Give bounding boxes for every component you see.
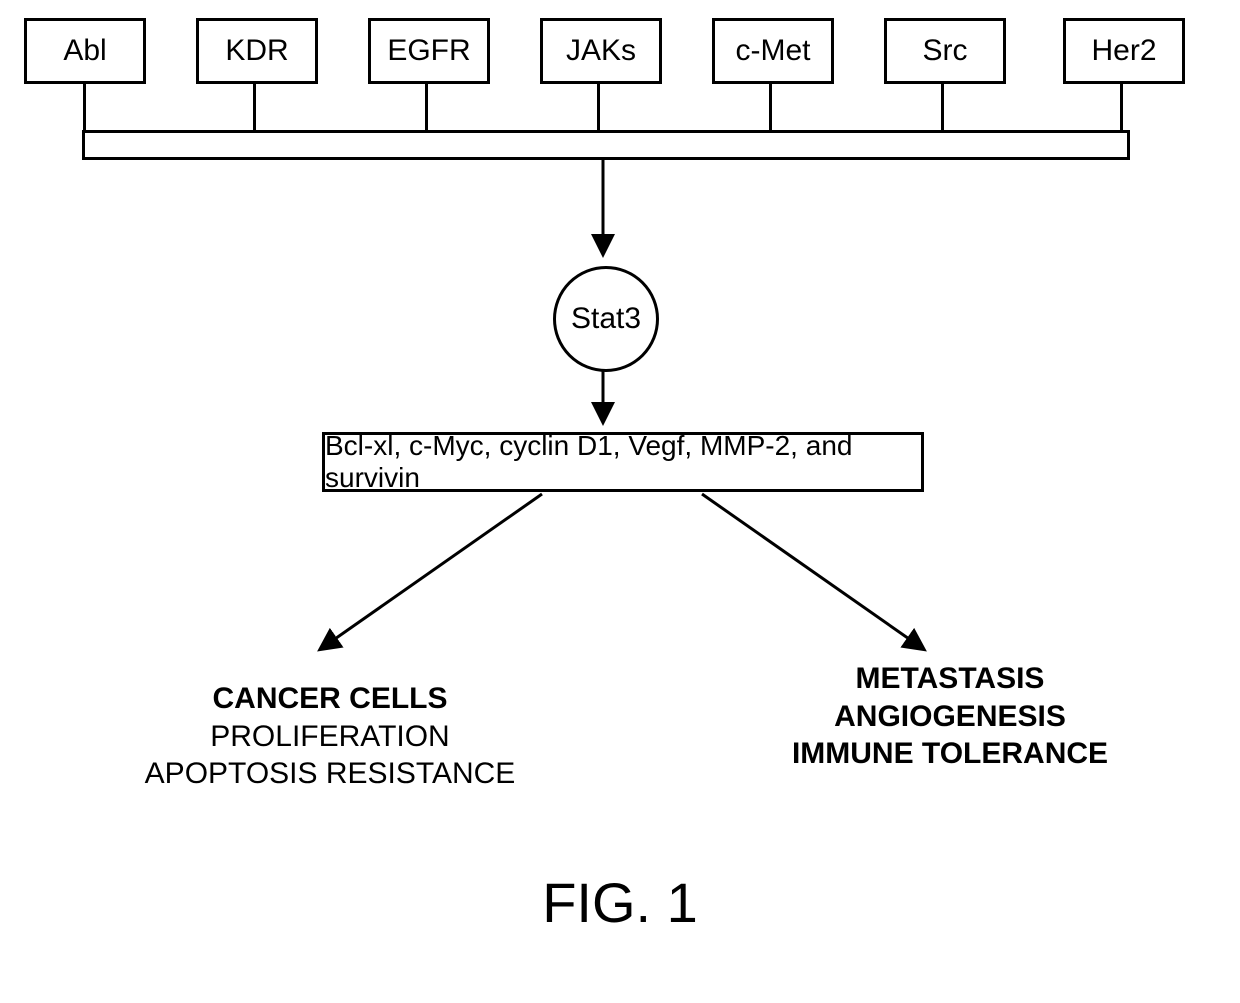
node-src: Src [884, 18, 1006, 84]
gene-targets-box: Bcl-xl, c-Myc, cyclin D1, Vegf, MMP-2, a… [322, 432, 924, 492]
node-kdr: KDR [196, 18, 318, 84]
collector-bar [82, 130, 1130, 160]
connector-abl [83, 84, 86, 130]
outcome-right-line1: METASTASIS [856, 662, 1045, 695]
outcome-left-rest: PROLIFERATION [210, 720, 449, 753]
outcome-right-line2: ANGIOGENESIS [834, 700, 1066, 733]
connector-egfr [425, 84, 428, 130]
outcome-right-line3: IMMUNE TOLERANCE [792, 737, 1108, 770]
node-kdr-label: KDR [225, 34, 288, 68]
diagram-container: Abl KDR EGFR JAKs c-Met Src Her2 Stat3 B… [0, 0, 1240, 1003]
outcome-left: CANCER CELLS PROLIFERATION APOPTOSIS RES… [100, 680, 560, 793]
node-src-label: Src [923, 34, 968, 68]
connector-cmet [769, 84, 772, 130]
node-abl: Abl [24, 18, 146, 84]
node-her2: Her2 [1063, 18, 1185, 84]
node-stat3-label: Stat3 [571, 302, 641, 336]
gene-targets-label: Bcl-xl, c-Myc, cyclin D1, Vegf, MMP-2, a… [325, 430, 921, 494]
node-egfr-label: EGFR [387, 34, 470, 68]
node-cmet-label: c-Met [736, 34, 811, 68]
node-jaks-label: JAKs [566, 34, 636, 68]
node-egfr: EGFR [368, 18, 490, 84]
node-cmet: c-Met [712, 18, 834, 84]
connector-her2 [1120, 84, 1123, 130]
connector-src [941, 84, 944, 130]
outcome-left-bold: CANCER CELLS [212, 682, 447, 715]
node-her2-label: Her2 [1091, 34, 1156, 68]
outcome-right: METASTASIS ANGIOGENESIS IMMUNE TOLERANCE [760, 660, 1140, 773]
outcome-left-line2: APOPTOSIS RESISTANCE [145, 757, 516, 790]
node-jaks: JAKs [540, 18, 662, 84]
connector-kdr [253, 84, 256, 130]
node-stat3: Stat3 [553, 266, 659, 372]
figure-label: FIG. 1 [0, 870, 1240, 935]
connector-jaks [597, 84, 600, 130]
node-abl-label: Abl [63, 34, 106, 68]
